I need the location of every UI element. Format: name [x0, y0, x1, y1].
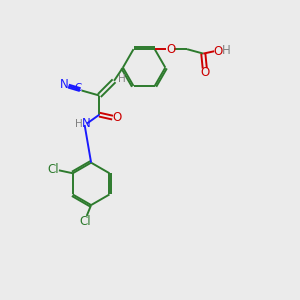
- Text: H: H: [75, 119, 82, 129]
- Text: O: O: [166, 43, 176, 56]
- Text: C: C: [74, 83, 82, 94]
- Text: O: O: [213, 45, 222, 58]
- Text: Cl: Cl: [80, 215, 91, 228]
- Text: N: N: [82, 117, 91, 130]
- Text: H: H: [118, 74, 125, 84]
- Text: N: N: [60, 78, 69, 92]
- Text: O: O: [113, 111, 122, 124]
- Text: O: O: [200, 66, 209, 79]
- Text: Cl: Cl: [47, 163, 59, 176]
- Text: H: H: [222, 44, 230, 57]
